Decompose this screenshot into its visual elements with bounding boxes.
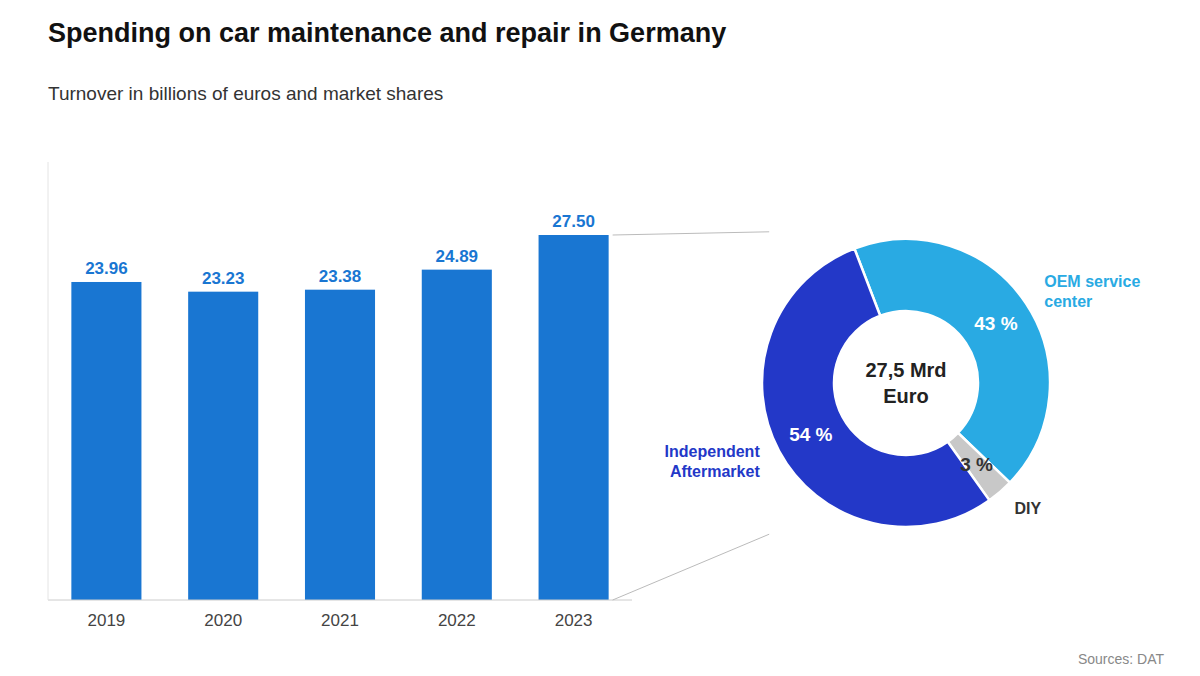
x-tick-label: 2021 <box>321 611 359 630</box>
bar <box>71 282 141 600</box>
subtitle: Turnover in billions of euros and market… <box>48 83 443 104</box>
slice-category-label: OEM servicecenter <box>1044 273 1140 310</box>
bar-value-label: 23.96 <box>85 259 128 278</box>
slice-value-label: 43 % <box>974 313 1017 334</box>
x-tick-label: 2023 <box>555 611 593 630</box>
center-text: Euro <box>883 385 929 407</box>
y-range-line <box>48 162 49 600</box>
bar <box>422 270 492 600</box>
bar <box>305 290 375 600</box>
bar-value-label: 27.50 <box>552 212 595 231</box>
bar-value-label: 23.38 <box>319 267 362 286</box>
bar <box>188 292 258 600</box>
slice-category-label: DIY <box>1014 500 1041 517</box>
connector <box>613 232 770 235</box>
bar <box>539 235 609 600</box>
source-note: Sources: DAT <box>1078 651 1165 667</box>
donut <box>762 239 1050 527</box>
slice-value-label: 3 % <box>960 454 993 475</box>
connector <box>613 534 770 600</box>
x-tick-label: 2019 <box>87 611 125 630</box>
baseline <box>48 600 632 601</box>
title: Spending on car maintenance and repair i… <box>48 18 726 48</box>
x-tick-label: 2020 <box>204 611 242 630</box>
chart-root: Spending on car maintenance and repair i… <box>0 0 1200 676</box>
bars <box>71 235 608 600</box>
slice-value-label: 54 % <box>789 424 832 445</box>
bar-value-label: 23.23 <box>202 269 245 288</box>
x-tick-label: 2022 <box>438 611 476 630</box>
center-text: 27,5 Mrd <box>865 359 946 381</box>
bar-value-label: 24.89 <box>436 247 479 266</box>
donut-slice <box>762 249 989 527</box>
slice-category-label: IndependentAftermarket <box>665 443 761 480</box>
